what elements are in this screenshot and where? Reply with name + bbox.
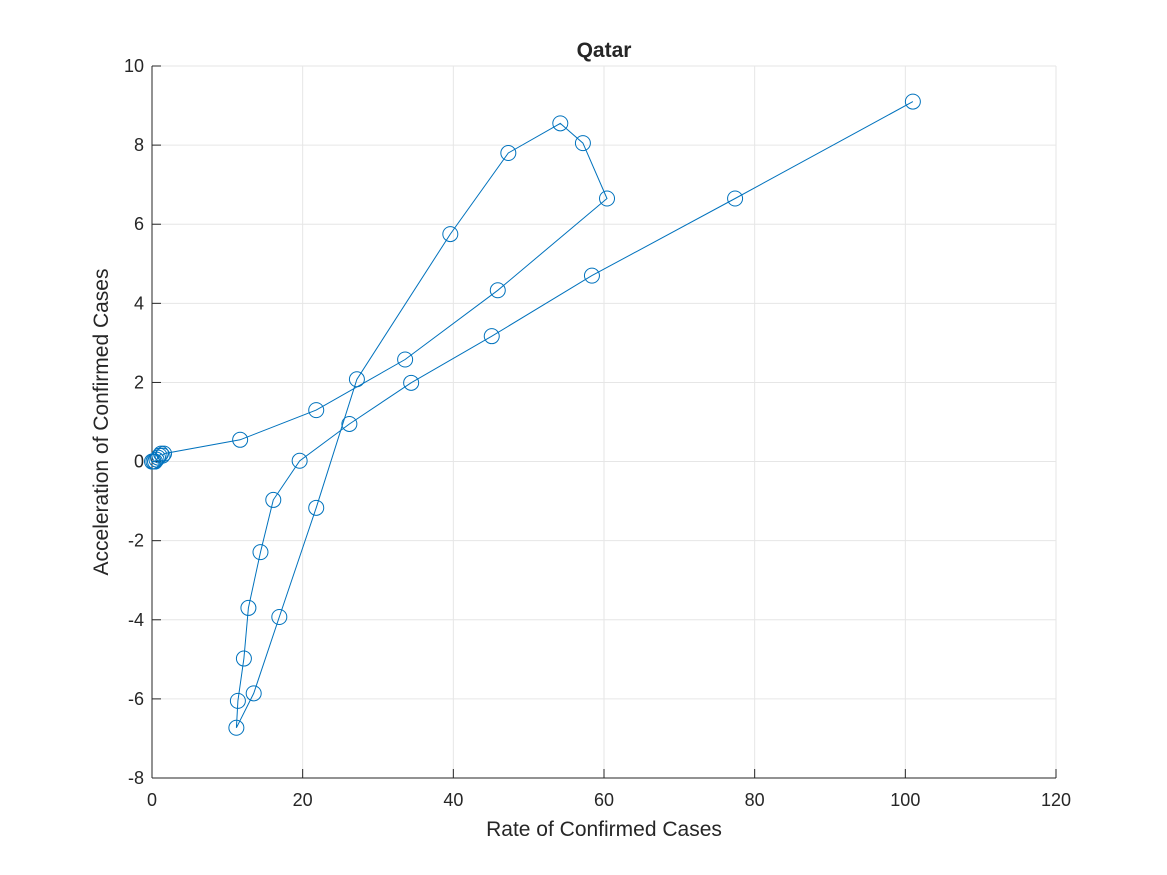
data-series [144, 93, 921, 736]
axes [151, 65, 1057, 779]
x-axis-label: Rate of Confirmed Cases [486, 818, 722, 841]
y-tick-label: 2 [134, 372, 144, 392]
y-tick-label: 8 [134, 135, 144, 155]
x-tick-label: 20 [293, 790, 313, 810]
data-point [442, 226, 459, 243]
data-point [583, 267, 600, 284]
data-point [904, 93, 921, 110]
data-point [308, 499, 325, 516]
series-line [152, 101, 914, 729]
y-tick-label: -4 [128, 610, 144, 630]
y-tick-labels: -8 -6 -4 -2 0 2 4 6 8 10 [124, 56, 144, 788]
data-point [552, 115, 569, 132]
data-point [489, 282, 506, 299]
data-point [403, 374, 420, 391]
y-tick-label: 10 [124, 56, 144, 76]
y-tick-label: 4 [134, 293, 144, 313]
data-point [156, 445, 173, 462]
data-point [308, 402, 325, 419]
x-tick-label: 40 [443, 790, 463, 810]
y-tick-label: 0 [134, 452, 144, 472]
data-point [397, 351, 414, 368]
chart-title: Qatar [577, 39, 632, 62]
data-point [228, 719, 245, 736]
data-point [153, 445, 170, 462]
x-tick-label: 100 [890, 790, 920, 810]
y-axis-label: Acceleration of Confirmed Cases [90, 269, 113, 576]
data-point [599, 190, 616, 207]
data-point [291, 452, 308, 469]
y-tick-label: -6 [128, 689, 144, 709]
data-point [252, 544, 269, 561]
x-tick-label: 60 [594, 790, 614, 810]
data-point [271, 609, 288, 626]
data-point [483, 328, 500, 345]
x-tick-label: 0 [147, 790, 157, 810]
data-point [574, 135, 591, 152]
data-point [348, 371, 365, 388]
data-point [154, 447, 171, 464]
x-tick-label: 120 [1041, 790, 1071, 810]
data-point [500, 145, 517, 162]
data-point [229, 692, 246, 709]
data-point [341, 415, 358, 432]
x-tick-label: 80 [745, 790, 765, 810]
y-tick-label: 6 [134, 214, 144, 234]
data-point [245, 685, 262, 702]
y-tick-label: -8 [128, 768, 144, 788]
data-point [265, 491, 282, 508]
data-point [235, 650, 252, 667]
data-point [240, 599, 257, 616]
data-point [727, 190, 744, 207]
y-tick-label: -2 [128, 531, 144, 551]
data-point [232, 431, 249, 448]
x-tick-labels: 0 20 40 60 80 100 120 [147, 790, 1071, 810]
